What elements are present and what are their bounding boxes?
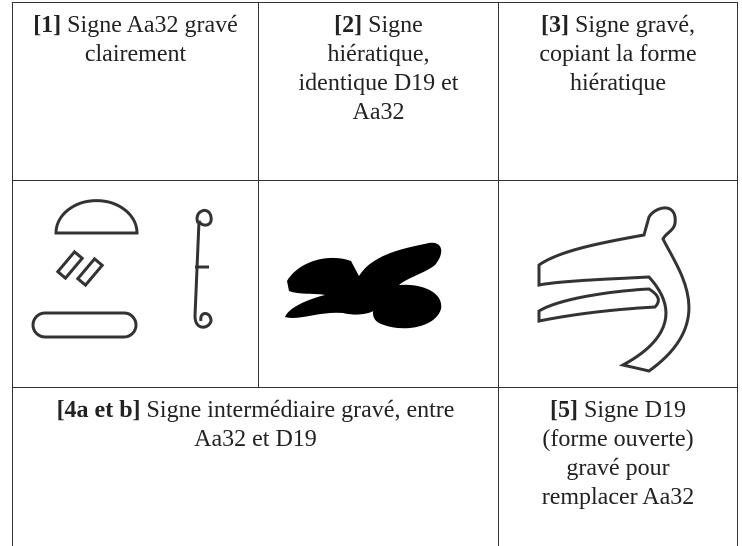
cell-label: [5] — [550, 397, 578, 423]
cell-text: Signe gravé, copiant la forme hiératique — [539, 12, 697, 96]
cell-label: [4a et b] — [56, 397, 141, 423]
cell-text: Signe D19 (forme ouverte) gravé pour rem… — [541, 397, 695, 510]
cell-text: Signe intermédiaire gravé, entre Aa32 et… — [146, 397, 455, 452]
glyph-aa32 — [31, 199, 213, 339]
table-cell: [5] Signe D19 (forme ouverte) gravé pour… — [498, 387, 738, 546]
glyph-d19 — [537, 206, 691, 373]
cell-label: [3] — [541, 12, 569, 38]
glyph-hieratic — [285, 242, 442, 329]
image-cell — [498, 180, 738, 388]
table-cell: [4a et b] Signe intermédiaire gravé, ent… — [12, 387, 499, 546]
image-cell — [12, 180, 259, 388]
table-cell: [3] Signe gravé, copiant la forme hiérat… — [498, 2, 738, 181]
cell-label: [1] — [33, 12, 62, 38]
cell-label: [2] — [334, 12, 363, 38]
cell-text: Signe hiératique, identique D19 et Aa32 — [298, 12, 459, 125]
table-cell: [2] Signe hiératique, identique D19 et A… — [258, 2, 499, 181]
image-cell — [258, 180, 499, 388]
table-cell: [1] Signe Aa32 gravé clairement — [12, 2, 259, 181]
cell-text: Signe Aa32 gravé clairement — [67, 12, 238, 67]
